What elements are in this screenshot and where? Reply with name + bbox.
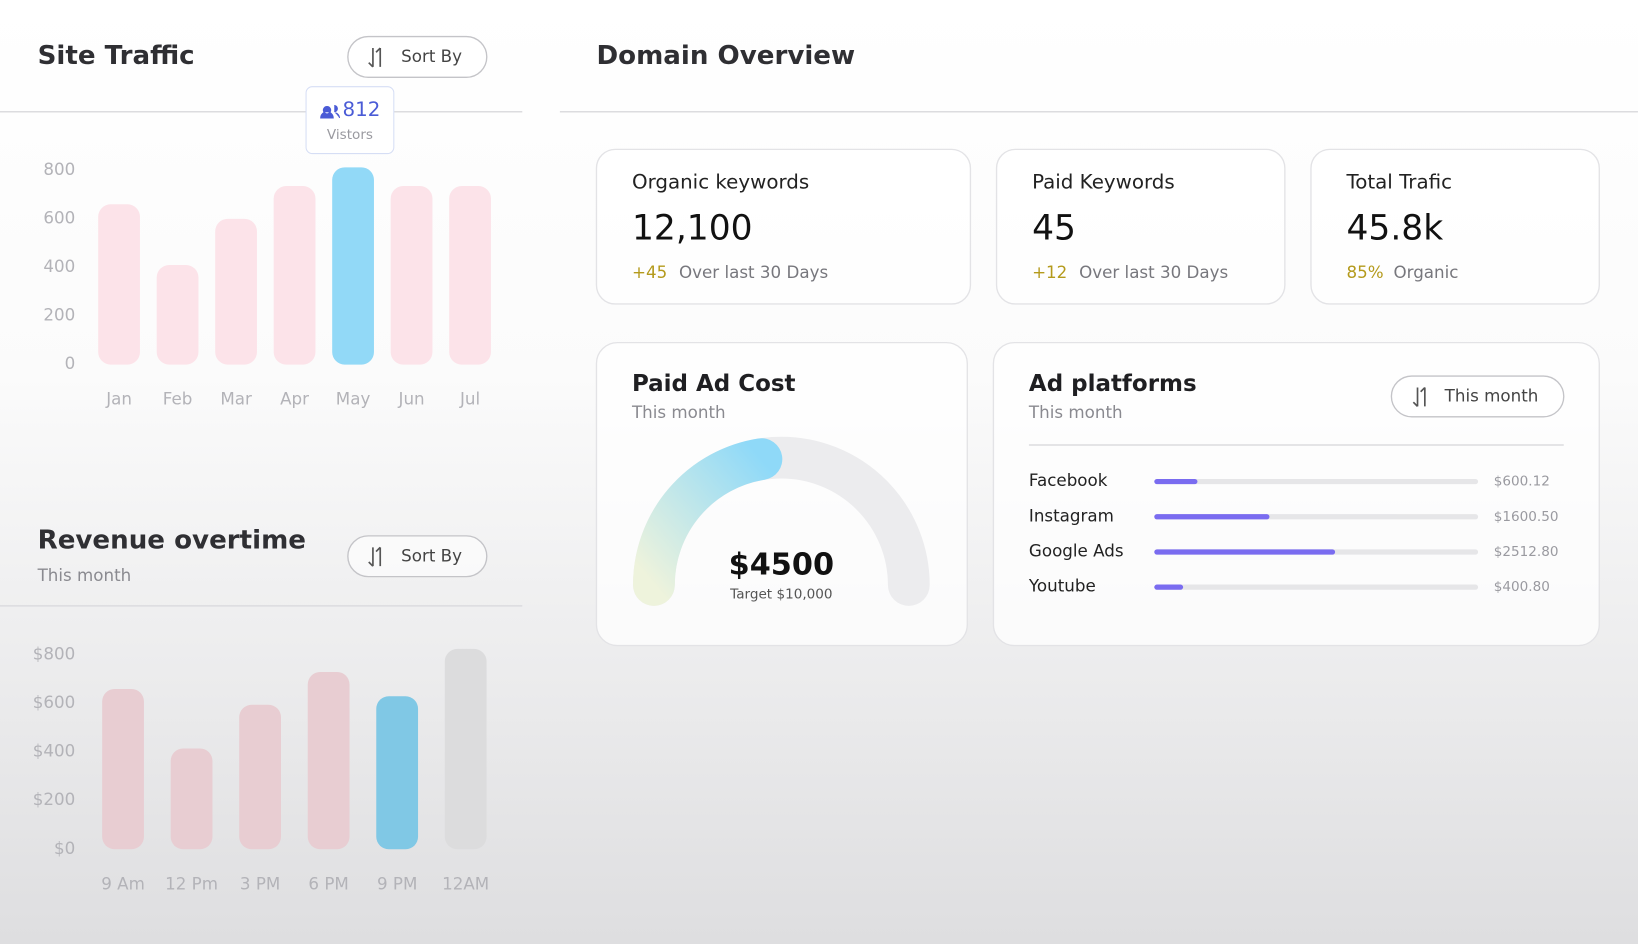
panel-subtitle: This month: [37, 565, 132, 585]
y-tick-label: $600: [33, 692, 76, 712]
card-value: 12,100: [632, 208, 753, 248]
panel-title: Domain Overview: [596, 41, 855, 71]
card-note: Over last 30 Days: [1079, 262, 1228, 282]
x-tick-label: Apr: [280, 389, 309, 409]
value-label: $2512.80: [1494, 544, 1559, 560]
button-label: This month: [1444, 385, 1539, 405]
bar: [390, 186, 433, 365]
x-tick-label: 3 PM: [240, 873, 280, 893]
gauge-fill: [633, 438, 783, 606]
card-subtitle: This month: [1028, 402, 1123, 422]
card-note: Over last 30 Days: [679, 262, 828, 282]
bar: [239, 704, 281, 850]
sort-icon: [1412, 386, 1426, 407]
card-value: 45: [1032, 208, 1076, 248]
card-title: Paid Ad Cost: [632, 371, 796, 397]
card: [595, 148, 972, 305]
panel-title: Revenue overtime: [38, 526, 306, 556]
y-tick-label: 600: [43, 207, 75, 227]
y-tick-label: 800: [43, 159, 75, 179]
sort-button[interactable]: Sort By: [347, 35, 488, 78]
button-bg: [347, 35, 488, 78]
x-tick-label: Jun: [398, 389, 425, 409]
button-bg: [1390, 375, 1565, 418]
panel-title: Site Traffic: [38, 41, 195, 71]
card-subtitle: This month: [631, 402, 726, 422]
x-tick-label: Mar: [220, 389, 252, 409]
bar: [332, 167, 374, 365]
x-tick-label: 9 Am: [101, 873, 145, 893]
x-tick-label: 12AM: [442, 873, 489, 893]
card: [995, 148, 1286, 305]
platform-name: Youtube: [1028, 576, 1096, 596]
bar: [170, 748, 213, 850]
card-title: Ad platforms: [1029, 371, 1197, 397]
y-tick-label: $400: [33, 741, 76, 761]
bar: [102, 688, 144, 850]
bar: [273, 186, 316, 365]
y-tick-label: $200: [33, 789, 76, 809]
card-delta: +12: [1032, 262, 1067, 282]
value-label: $600.12: [1494, 474, 1550, 490]
button-label: Sort By: [401, 545, 462, 565]
card-note: Organic: [1393, 262, 1458, 282]
x-tick-label: May: [336, 389, 371, 409]
x-tick-label: 12 Pm: [165, 873, 218, 893]
bar: [307, 671, 350, 850]
card: [992, 341, 1600, 647]
sort-icon: [368, 546, 382, 567]
card-value: 45.8k: [1346, 208, 1443, 248]
x-tick-label: Jan: [105, 389, 132, 409]
tooltip-value: 812: [343, 98, 381, 121]
bar: [444, 648, 487, 850]
card-label: Total Trafic: [1345, 170, 1451, 193]
x-tick-label: 9 PM: [377, 873, 417, 893]
sort-button[interactable]: Sort By: [347, 535, 488, 578]
platform-name: Facebook: [1029, 470, 1108, 490]
stat-cards: Organic keywords 12,100 +45 Over last 30 Da…: [595, 148, 1600, 305]
sort-icon: [368, 47, 382, 68]
x-tick-label: Feb: [163, 389, 193, 409]
bar: [1154, 514, 1270, 520]
y-tick-label: 400: [43, 256, 75, 276]
bar-track: [1154, 584, 1479, 590]
bar: [1154, 584, 1184, 590]
card-label: Paid Keywords: [1032, 170, 1175, 193]
x-tick-label: 6 PM: [308, 873, 348, 893]
bar: [1154, 478, 1198, 485]
card-delta: 85%: [1346, 262, 1383, 282]
bar: [449, 186, 491, 365]
bar: [1154, 549, 1336, 555]
button-bg: [347, 535, 488, 578]
gauge-value: $4500: [729, 548, 834, 583]
gauge-target: Target $10,000: [729, 586, 832, 602]
period-button[interactable]: This month: [1390, 375, 1565, 418]
platform-name: Google Ads: [1029, 540, 1124, 560]
bar: [215, 218, 257, 365]
bar: [376, 696, 419, 850]
card-delta: +45: [632, 262, 667, 282]
value-label: $400.80: [1494, 579, 1550, 595]
bar: [98, 204, 140, 365]
users-icon: [320, 104, 341, 119]
card-label: Organic keywords: [632, 170, 809, 193]
bar-track: [1154, 478, 1479, 485]
x-tick-label: Jul: [459, 389, 480, 409]
value-label: $1600.50: [1494, 509, 1559, 525]
card: [1310, 148, 1600, 305]
tooltip: 812 Vistors: [305, 86, 395, 155]
y-tick-label: $0: [54, 838, 75, 858]
tooltip-box: [305, 86, 395, 155]
y-tick-label: $800: [33, 643, 76, 663]
button-label: Sort By: [401, 46, 462, 66]
bar: [156, 264, 199, 365]
y-tick-label: 0: [65, 353, 76, 373]
y-tick-label: 200: [43, 304, 75, 324]
platform-name: Instagram: [1029, 505, 1114, 525]
card: [595, 341, 968, 647]
tooltip-label: Vistors: [327, 127, 373, 143]
